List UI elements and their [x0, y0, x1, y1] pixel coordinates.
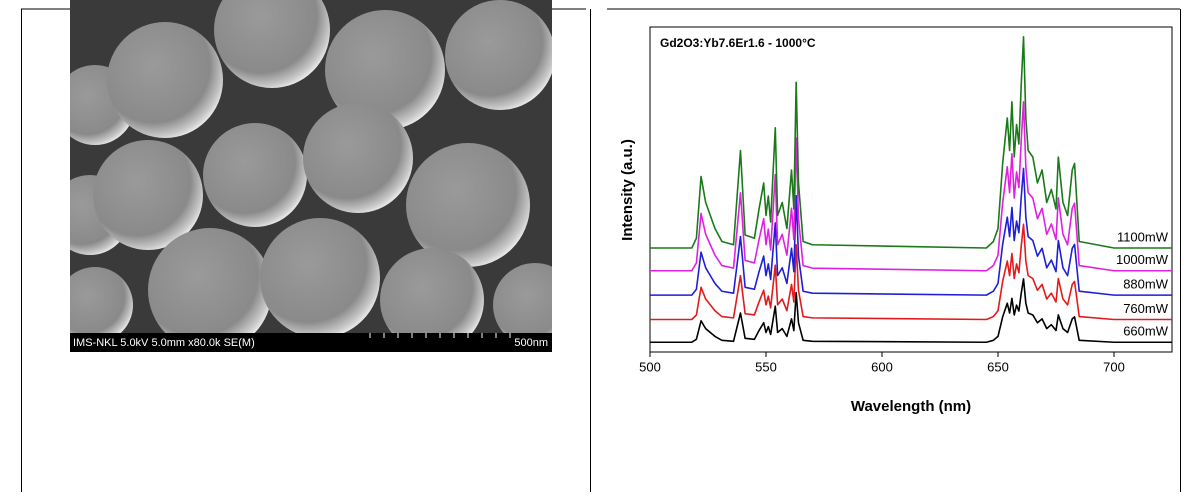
- series-label: 880mW: [1123, 277, 1169, 292]
- sem-info: IMS-NKL 5.0kV 5.0mm x80.0k SE(M): [73, 337, 255, 349]
- series-label: 1100mW: [1117, 229, 1169, 244]
- scale-ticks: [369, 333, 511, 338]
- y-axis-label: Intensity (a.u.): [619, 139, 636, 241]
- spheres: [70, 0, 552, 333]
- series-line: [650, 223, 1172, 321]
- series-label: 760mW: [1123, 301, 1169, 316]
- sem-scale: 500nm: [514, 337, 548, 349]
- series-line: [650, 35, 1172, 249]
- series-line: [650, 100, 1172, 272]
- x-axis-label: Wavelength (nm): [851, 398, 971, 415]
- chart: Gd2O3:Yb7.6Er1.6 - 1000°C Wavelength (nm…: [619, 26, 1173, 415]
- series-label: 1000mW: [1116, 252, 1169, 267]
- x-tick-label: 600: [871, 359, 893, 374]
- sem-image: IMS-NKL 5.0kV 5.0mm x80.0k SE(M) 500nm: [70, 0, 552, 352]
- chart-title: Gd2O3:Yb7.6Er1.6 - 1000°C: [660, 36, 816, 50]
- series-label: 660mW: [1123, 324, 1169, 339]
- x-tick-label: 550: [755, 359, 777, 374]
- x-tick-label: 650: [987, 359, 1009, 374]
- x-tick-label: 500: [639, 359, 661, 374]
- plot-frame: [649, 26, 1173, 353]
- series-line: [650, 278, 1172, 344]
- x-tick-label: 700: [1103, 359, 1125, 374]
- info-bar: [70, 333, 552, 352]
- series-line: [650, 167, 1172, 296]
